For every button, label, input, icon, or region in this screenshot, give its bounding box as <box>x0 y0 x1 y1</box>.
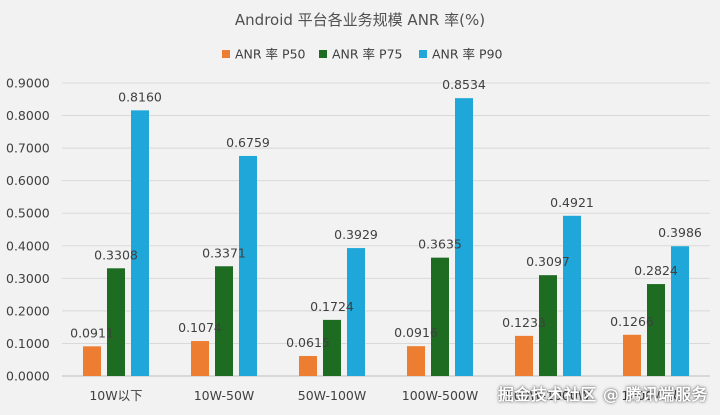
legend-label: ANR 率 P75 <box>332 47 402 62</box>
x-tick-label: 50W-100W <box>298 388 367 403</box>
data-label: 0.2824 <box>634 263 678 278</box>
legend-swatch <box>319 50 327 58</box>
y-tick-label: 0.1000 <box>6 336 50 351</box>
watermark: 掘金技术社区 @ 腾讯端服务 <box>497 385 708 404</box>
data-label: 0.3929 <box>334 227 378 242</box>
bar <box>239 155 257 376</box>
data-label: 0.6759 <box>226 135 270 150</box>
data-labels: 0.0911 0.3308 0.8160 0.1074 0.3371 0.6759 0.06… <box>70 77 702 350</box>
data-label: 0.1724 <box>310 299 354 314</box>
data-label: 0.8534 <box>442 77 486 92</box>
x-tick-label: 100W-500W <box>402 388 478 403</box>
x-axis-ticks: 10W以下 10W-50W 50W-100W 100W-500W 500W-1000W 1… <box>89 388 690 403</box>
data-label: 0.3986 <box>658 225 702 240</box>
data-label: 0.0615 <box>286 335 330 350</box>
data-label: 0.8160 <box>118 89 162 104</box>
gridlines <box>62 82 710 377</box>
data-label: 0.3308 <box>94 247 138 262</box>
data-label: 0.4921 <box>550 195 594 210</box>
bar <box>347 248 365 376</box>
data-label: 0.0916 <box>394 325 438 340</box>
data-label: 0.3635 <box>418 237 462 252</box>
bar <box>83 346 101 376</box>
data-label: 0.3097 <box>526 254 570 269</box>
y-tick-label: 0.2000 <box>6 303 50 318</box>
x-tick-label: 500W-1000W <box>506 388 590 403</box>
bar <box>299 355 317 376</box>
bar <box>131 110 149 376</box>
bar <box>623 334 641 376</box>
bar <box>455 98 473 376</box>
data-label: 0.1233 <box>502 315 546 330</box>
data-label: 0.0911 <box>70 325 114 340</box>
data-label: 0.1266 <box>610 314 654 329</box>
y-tick-label: 0.5000 <box>6 206 50 221</box>
y-axis-ticks: 0.0000 0.1000 0.2000 0.3000 0.4000 0.5000 0.60… <box>6 76 50 384</box>
bar <box>515 335 533 376</box>
bar <box>323 319 341 376</box>
bar <box>647 284 665 376</box>
x-tick-label: 10W以下 <box>89 388 142 403</box>
y-tick-label: 0.9000 <box>6 76 50 91</box>
bar <box>107 268 125 376</box>
bar <box>563 215 581 376</box>
legend: ANR 率 P50 ANR 率 P75 ANR 率 P90 <box>222 47 503 62</box>
y-tick-label: 0.8000 <box>6 108 50 123</box>
chart-title: Android 平台各业务规模 ANR 率(%) <box>235 11 485 29</box>
bar <box>407 346 425 376</box>
legend-label: ANR 率 P50 <box>235 47 306 62</box>
x-tick-label: 10W-50W <box>194 388 255 403</box>
bar <box>539 275 557 376</box>
y-tick-label: 0.3000 <box>6 271 50 286</box>
bar <box>671 246 689 376</box>
legend-label: ANR 率 P90 <box>432 47 503 62</box>
bar <box>215 266 233 376</box>
y-tick-label: 0.7000 <box>6 141 50 156</box>
bars <box>83 98 689 376</box>
y-tick-label: 0.6000 <box>6 173 50 188</box>
legend-swatch <box>419 50 427 58</box>
y-tick-label: 0.4000 <box>6 238 50 253</box>
x-tick-label: 1000W以上 <box>621 388 690 403</box>
legend-swatch <box>222 50 230 58</box>
bar <box>191 341 209 376</box>
y-tick-label: 0.0000 <box>6 369 50 384</box>
data-label: 0.3371 <box>202 245 246 260</box>
bar <box>431 257 449 376</box>
data-label: 0.1074 <box>178 320 222 335</box>
